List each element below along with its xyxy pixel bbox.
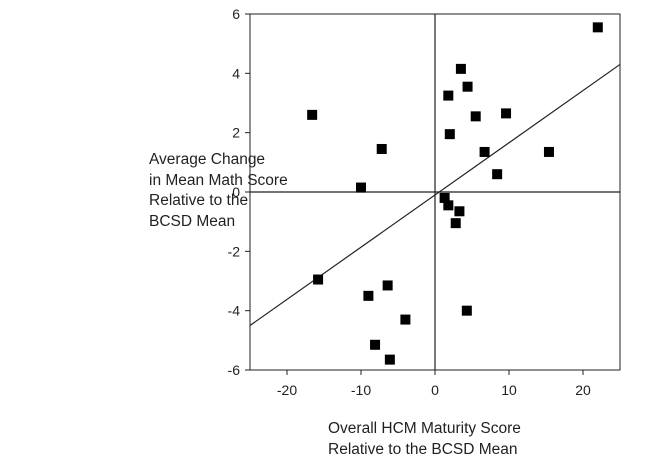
y-tick-label: 4 [232,65,240,81]
y-axis-label: Average Change in Mean Math Score Relati… [149,150,349,232]
data-point [363,290,374,301]
data-point [462,81,473,92]
data-point [470,111,481,122]
x-axis-ticks: -20 -10 0 10 20 [277,370,591,398]
data-point [592,22,603,33]
data-point [370,339,381,350]
data-point [384,354,395,365]
x-tick-label: 20 [575,382,591,398]
data-point [444,129,455,140]
data-point [443,90,454,101]
data-point [461,305,472,316]
x-tick-label: -10 [351,382,371,398]
data-point [501,108,512,119]
data-point [443,200,454,211]
data-point [450,218,461,229]
x-axis-label-line: Relative to the BCSD Mean [328,441,518,458]
data-point [455,63,466,74]
y-tick-label: 2 [232,125,240,141]
x-axis-label-line: Overall HCM Maturity Score [328,420,521,437]
data-point [543,146,554,157]
trend-line [249,63,621,326]
reference-lines [250,14,620,370]
data-point [376,143,387,154]
y-tick-label: 0 [232,184,240,200]
data-point [307,109,318,120]
data-point [479,146,490,157]
y-axis-label-line: Average Change [149,151,266,168]
y-tick-label: -6 [228,362,241,378]
y-tick-label: 6 [232,6,240,22]
x-tick-label: -20 [277,382,297,398]
x-tick-label: 0 [431,382,439,398]
y-tick-label: -2 [228,243,241,259]
data-point [492,169,503,180]
data-point [313,274,324,285]
data-point [400,314,411,325]
y-axis-label-line: in Mean Math Score [149,171,288,189]
data-point [439,192,450,203]
data-point [356,182,366,193]
x-axis-label: Overall HCM Maturity Score Relative to t… [328,418,608,460]
data-points [307,22,603,365]
x-tick-label: 10 [501,382,517,398]
y-axis-label-line: Relative to the [149,192,249,209]
y-tick-label: -4 [228,303,241,319]
y-axis-ticks: -6 -4 -2 0 2 4 6 [228,6,250,378]
data-point [454,206,465,217]
trend-line-group [249,63,621,326]
data-point [382,280,393,291]
y-axis-label-line: BCSD Mean [149,212,236,230]
